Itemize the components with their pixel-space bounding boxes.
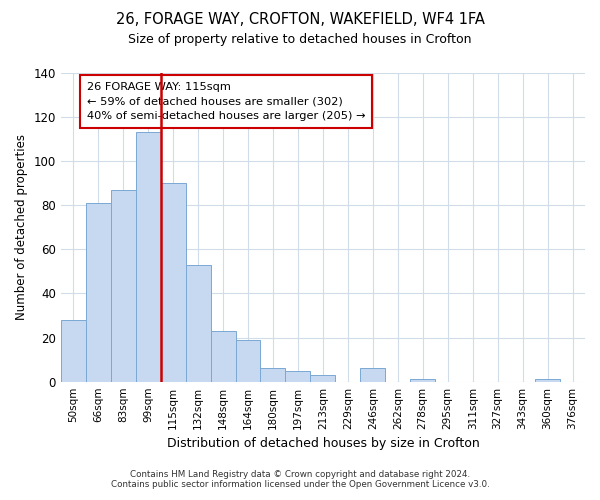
Bar bbox=[236, 340, 260, 382]
Bar bbox=[286, 370, 310, 382]
Bar bbox=[410, 380, 435, 382]
Bar bbox=[211, 331, 236, 382]
Bar bbox=[136, 132, 161, 382]
Bar bbox=[185, 264, 211, 382]
Bar bbox=[535, 380, 560, 382]
Text: Contains HM Land Registry data © Crown copyright and database right 2024.
Contai: Contains HM Land Registry data © Crown c… bbox=[110, 470, 490, 489]
Bar bbox=[361, 368, 385, 382]
Bar bbox=[86, 203, 111, 382]
X-axis label: Distribution of detached houses by size in Crofton: Distribution of detached houses by size … bbox=[167, 437, 479, 450]
Text: Size of property relative to detached houses in Crofton: Size of property relative to detached ho… bbox=[128, 32, 472, 46]
Y-axis label: Number of detached properties: Number of detached properties bbox=[15, 134, 28, 320]
Bar bbox=[310, 375, 335, 382]
Text: 26 FORAGE WAY: 115sqm
← 59% of detached houses are smaller (302)
40% of semi-det: 26 FORAGE WAY: 115sqm ← 59% of detached … bbox=[87, 82, 365, 122]
Bar bbox=[260, 368, 286, 382]
Text: 26, FORAGE WAY, CROFTON, WAKEFIELD, WF4 1FA: 26, FORAGE WAY, CROFTON, WAKEFIELD, WF4 … bbox=[116, 12, 484, 28]
Bar bbox=[61, 320, 86, 382]
Bar bbox=[161, 183, 185, 382]
Bar bbox=[111, 190, 136, 382]
